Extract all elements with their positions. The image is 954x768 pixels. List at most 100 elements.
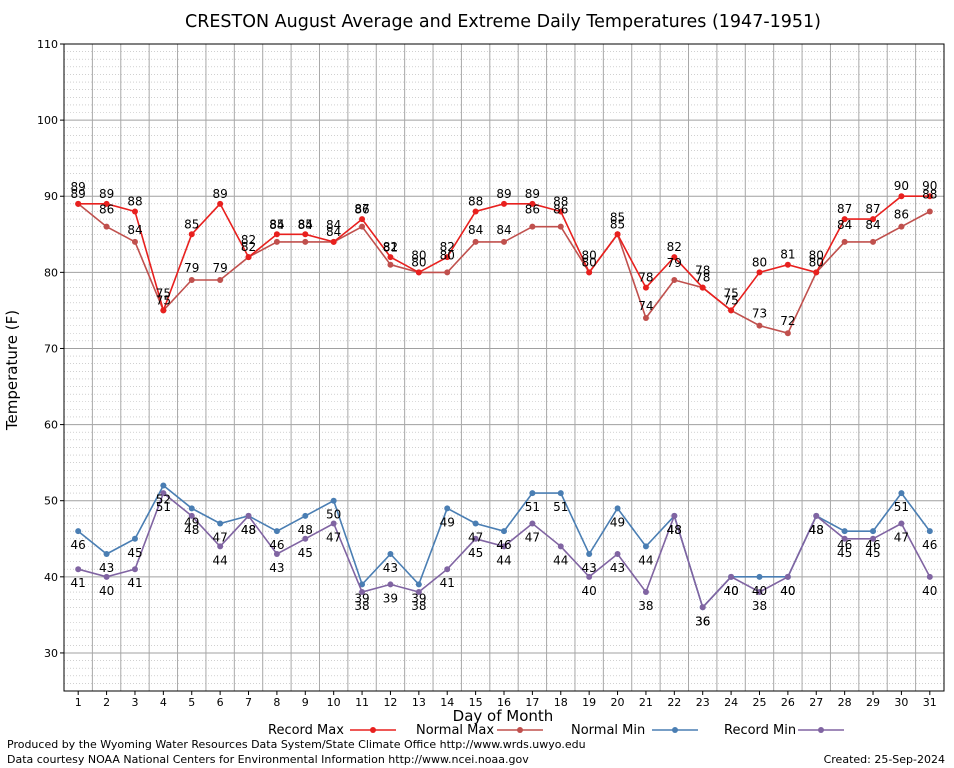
data-point (529, 200, 536, 207)
data-point (671, 512, 678, 519)
data-label: 41 (440, 576, 455, 590)
data-label: 36 (695, 614, 710, 628)
data-label: 50 (326, 508, 341, 522)
data-label: 52 (156, 492, 171, 506)
data-point (103, 200, 110, 207)
data-point (557, 223, 564, 230)
data-point (898, 490, 905, 497)
data-label: 80 (411, 248, 426, 262)
x-tick-label: 23 (696, 696, 710, 709)
data-label: 46 (865, 538, 880, 552)
data-point (557, 490, 564, 497)
data-label: 78 (695, 271, 710, 285)
legend-marker (672, 727, 678, 733)
data-label: 88 (922, 187, 937, 201)
data-point (75, 528, 82, 535)
data-label: 75 (156, 293, 171, 307)
data-label: 49 (440, 515, 455, 529)
data-label: 75 (723, 293, 738, 307)
data-label: 39 (411, 591, 426, 605)
legend-label: Normal Max (416, 723, 494, 738)
data-label: 40 (723, 584, 738, 598)
data-point (472, 520, 479, 527)
data-point (188, 512, 195, 519)
data-point (813, 512, 820, 519)
data-point (898, 520, 905, 527)
x-tick-label: 18 (554, 696, 568, 709)
data-label: 89 (496, 187, 511, 201)
chart-title: CRESTON August Average and Extreme Daily… (185, 12, 821, 32)
data-label: 79 (667, 256, 682, 270)
data-point (273, 238, 280, 245)
data-label: 47 (468, 531, 483, 545)
y-tick-label: 80 (44, 266, 58, 279)
data-point (472, 535, 479, 542)
data-point (813, 269, 820, 276)
data-point (131, 208, 138, 215)
data-label: 48 (184, 523, 199, 537)
y-tick-label: 90 (44, 190, 58, 203)
data-point (444, 566, 451, 573)
data-point (444, 269, 451, 276)
data-point (415, 269, 422, 276)
data-label: 38 (752, 599, 767, 613)
data-label: 87 (354, 202, 369, 216)
data-point (160, 490, 167, 497)
data-label: 36 (695, 614, 710, 628)
data-label: 48 (667, 523, 682, 537)
data-label: 44 (496, 553, 511, 567)
data-point (160, 307, 167, 314)
plot-area (64, 44, 944, 691)
data-point (359, 216, 366, 223)
data-label: 45 (298, 546, 313, 560)
data-point (359, 581, 366, 588)
labels-normal-min: 46 43 45 52 49 47 48 46 48 50 39 43 39 49 47 46 51 51 43 49… (71, 492, 938, 628)
x-tick-label: 21 (639, 696, 653, 709)
data-label: 48 (809, 523, 824, 537)
legend-label: Record Max (268, 723, 344, 738)
data-point (728, 573, 735, 580)
data-label: 80 (440, 248, 455, 262)
data-label: 46 (837, 538, 852, 552)
data-point (359, 223, 366, 230)
data-label: 40 (922, 584, 937, 598)
data-label: 38 (638, 599, 653, 613)
data-point (501, 543, 507, 550)
data-point (103, 573, 110, 580)
data-label: 51 (525, 500, 540, 514)
legend-marker (370, 727, 376, 733)
data-point (472, 208, 479, 215)
data-point (217, 543, 224, 550)
y-tick-label: 40 (44, 571, 58, 584)
data-label: 84 (865, 218, 880, 232)
data-label: 86 (99, 203, 114, 217)
x-tick-label: 27 (809, 696, 823, 709)
grid-lines (64, 43, 944, 692)
footer-produced-by: Produced by the Wyoming Water Resources … (7, 738, 586, 751)
x-tick-label: 8 (273, 696, 280, 709)
data-label: 75 (156, 286, 171, 300)
data-point (642, 589, 649, 596)
data-point (586, 550, 593, 557)
data-point (671, 276, 678, 283)
x-tick-label: 17 (525, 696, 539, 709)
x-tick-label: 12 (383, 696, 397, 709)
data-label: 85 (269, 217, 284, 231)
data-label: 48 (809, 523, 824, 537)
data-label: 79 (212, 261, 227, 275)
data-label: 88 (553, 194, 568, 208)
legend-label: Normal Min (571, 723, 645, 738)
data-point (557, 543, 564, 550)
data-point (784, 573, 791, 580)
x-tick-label: 2 (103, 696, 110, 709)
data-label: 89 (71, 180, 86, 194)
data-label: 47 (894, 531, 909, 545)
data-point (103, 223, 110, 230)
data-label: 85 (610, 210, 625, 224)
data-point (387, 261, 394, 268)
data-point (501, 238, 507, 245)
data-label: 46 (496, 538, 511, 552)
data-point (841, 535, 848, 542)
data-point (756, 322, 763, 329)
data-label: 89 (71, 187, 86, 201)
